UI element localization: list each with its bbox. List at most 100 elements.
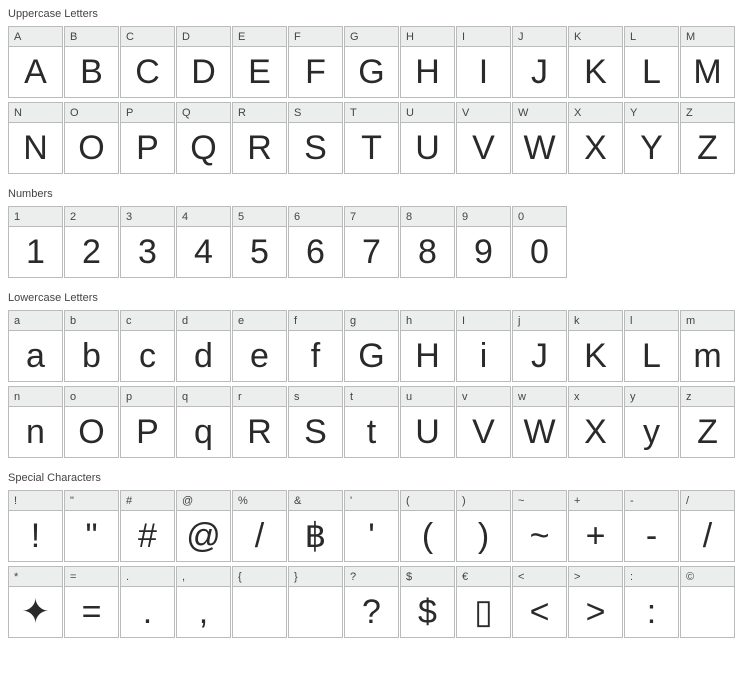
- glyph-cell[interactable]: QQ: [176, 102, 231, 174]
- glyph-cell[interactable]: $$: [400, 566, 455, 638]
- glyph-cell[interactable]: )): [456, 490, 511, 562]
- glyph-cell[interactable]: yy: [624, 386, 679, 458]
- glyph-cell[interactable]: ..: [120, 566, 175, 638]
- glyph-cell[interactable]: YY: [624, 102, 679, 174]
- glyph-cell[interactable]: &฿: [288, 490, 343, 562]
- glyph-cell[interactable]: 44: [176, 206, 231, 278]
- glyph-cell[interactable]: @@: [176, 490, 231, 562]
- glyph-cell[interactable]: 00: [512, 206, 567, 278]
- glyph-cell[interactable]: FF: [288, 26, 343, 98]
- glyph-cell-label: d: [177, 311, 230, 331]
- glyph-cell[interactable]: ??: [344, 566, 399, 638]
- glyph-cell[interactable]: 99: [456, 206, 511, 278]
- glyph-cell[interactable]: "": [64, 490, 119, 562]
- glyph-cell[interactable]: WW: [512, 102, 567, 174]
- glyph-cell[interactable]: Ii: [456, 310, 511, 382]
- glyph-cell[interactable]: VV: [456, 102, 511, 174]
- glyph-cell[interactable]: MM: [680, 26, 735, 98]
- glyph-cell[interactable]: 11: [8, 206, 63, 278]
- glyph-cell[interactable]: <<: [512, 566, 567, 638]
- glyph-cell[interactable]: cc: [120, 310, 175, 382]
- glyph-cell[interactable]: xX: [568, 386, 623, 458]
- glyph-cell[interactable]: ©: [680, 566, 735, 638]
- glyph-cell[interactable]: LL: [624, 26, 679, 98]
- glyph-cell[interactable]: ((: [400, 490, 455, 562]
- glyph-cell[interactable]: EE: [232, 26, 287, 98]
- glyph-cell[interactable]: 33: [120, 206, 175, 278]
- glyph-cell[interactable]: aa: [8, 310, 63, 382]
- glyph-cell[interactable]: ff: [288, 310, 343, 382]
- glyph-cell[interactable]: GG: [344, 26, 399, 98]
- glyph-cell[interactable]: gG: [344, 310, 399, 382]
- glyph-cell[interactable]: zZ: [680, 386, 735, 458]
- glyph-cell[interactable]: wW: [512, 386, 567, 458]
- glyph-cell[interactable]: oO: [64, 386, 119, 458]
- glyph-cell[interactable]: RR: [232, 102, 287, 174]
- glyph-cell-glyph: O: [65, 407, 118, 457]
- glyph-cell-glyph: H: [401, 331, 454, 381]
- glyph-cell[interactable]: '': [344, 490, 399, 562]
- glyph-cell[interactable]: ~~: [512, 490, 567, 562]
- glyph-cell[interactable]: mm: [680, 310, 735, 382]
- glyph-cell[interactable]: ##: [120, 490, 175, 562]
- glyph-cell-glyph: ฿: [289, 511, 342, 561]
- glyph-cell[interactable]: ZZ: [680, 102, 735, 174]
- glyph-cell[interactable]: ee: [232, 310, 287, 382]
- glyph-cell[interactable]: vV: [456, 386, 511, 458]
- glyph-cell[interactable]: pP: [120, 386, 175, 458]
- glyph-cell[interactable]: BB: [64, 26, 119, 98]
- glyph-cell[interactable]: ==: [64, 566, 119, 638]
- glyph-cell[interactable]: 66: [288, 206, 343, 278]
- glyph-cell[interactable]: uU: [400, 386, 455, 458]
- glyph-cell[interactable]: !!: [8, 490, 63, 562]
- glyph-cell[interactable]: tt: [344, 386, 399, 458]
- glyph-cell[interactable]: DD: [176, 26, 231, 98]
- glyph-cell[interactable]: 88: [400, 206, 455, 278]
- glyph-cell[interactable]: 22: [64, 206, 119, 278]
- glyph-cell[interactable]: jJ: [512, 310, 567, 382]
- glyph-cell[interactable]: //: [680, 490, 735, 562]
- glyph-cell[interactable]: dd: [176, 310, 231, 382]
- glyph-cell[interactable]: {: [232, 566, 287, 638]
- glyph-cell[interactable]: OO: [64, 102, 119, 174]
- glyph-cell[interactable]: %/: [232, 490, 287, 562]
- glyph-cell-label: L: [625, 27, 678, 47]
- glyph-cell[interactable]: HH: [400, 26, 455, 98]
- glyph-cell[interactable]: CC: [120, 26, 175, 98]
- glyph-cell[interactable]: bb: [64, 310, 119, 382]
- glyph-cell[interactable]: PP: [120, 102, 175, 174]
- glyph-cell[interactable]: rR: [232, 386, 287, 458]
- glyph-cell[interactable]: 77: [344, 206, 399, 278]
- glyph-cell[interactable]: sS: [288, 386, 343, 458]
- glyph-cell[interactable]: nn: [8, 386, 63, 458]
- glyph-cell[interactable]: --: [624, 490, 679, 562]
- glyph-cell[interactable]: hH: [400, 310, 455, 382]
- glyph-cell[interactable]: ,,: [176, 566, 231, 638]
- glyph-cell-label: z: [681, 387, 734, 407]
- glyph-cell-label: j: [513, 311, 566, 331]
- glyph-cell-glyph: T: [345, 123, 398, 173]
- glyph-cell[interactable]: kK: [568, 310, 623, 382]
- glyph-cell[interactable]: *✦: [8, 566, 63, 638]
- glyph-cell[interactable]: NN: [8, 102, 63, 174]
- glyph-cell[interactable]: KK: [568, 26, 623, 98]
- glyph-cell[interactable]: >>: [568, 566, 623, 638]
- glyph-cell-glyph: S: [289, 123, 342, 173]
- glyph-cell[interactable]: II: [456, 26, 511, 98]
- glyph-cell[interactable]: }: [288, 566, 343, 638]
- glyph-cell-glyph: ~: [513, 511, 566, 561]
- glyph-cell[interactable]: JJ: [512, 26, 567, 98]
- glyph-cell-label: $: [401, 567, 454, 587]
- glyph-cell[interactable]: AA: [8, 26, 63, 98]
- glyph-cell[interactable]: UU: [400, 102, 455, 174]
- glyph-cell[interactable]: ::: [624, 566, 679, 638]
- glyph-cell[interactable]: SS: [288, 102, 343, 174]
- glyph-cell[interactable]: TT: [344, 102, 399, 174]
- glyph-cell[interactable]: qq: [176, 386, 231, 458]
- glyph-cell[interactable]: €▯: [456, 566, 511, 638]
- glyph-cell[interactable]: ++: [568, 490, 623, 562]
- glyph-cell[interactable]: lL: [624, 310, 679, 382]
- glyph-cell-glyph: -: [625, 511, 678, 561]
- glyph-cell[interactable]: 55: [232, 206, 287, 278]
- glyph-cell[interactable]: XX: [568, 102, 623, 174]
